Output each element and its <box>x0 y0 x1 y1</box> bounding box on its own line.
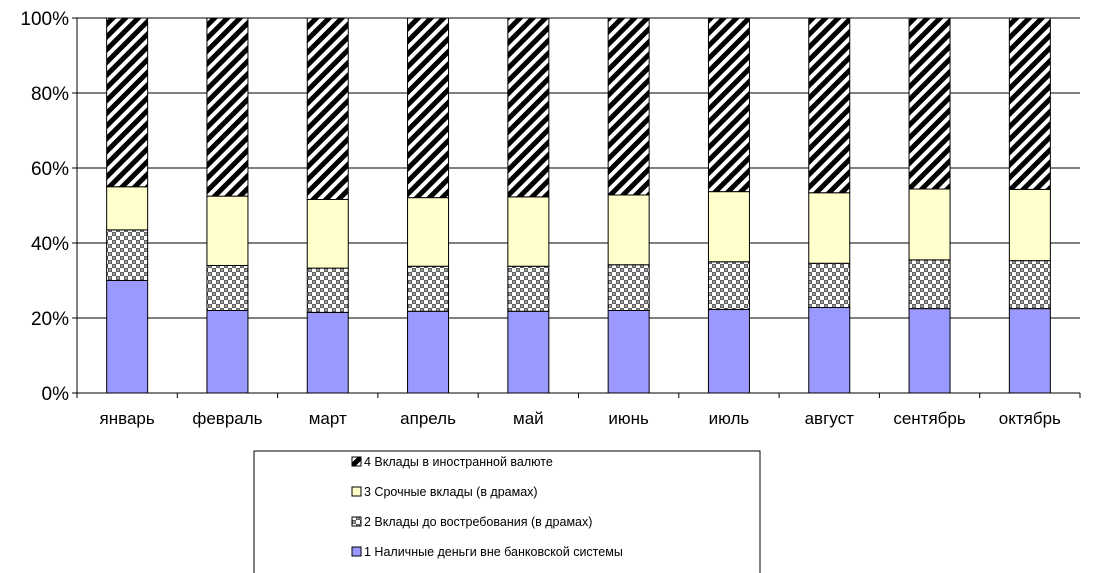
x-category-label: июнь <box>608 409 649 428</box>
bar-segment-series-3 <box>1008 188 1051 262</box>
bar-segment-series-4 <box>206 17 249 197</box>
legend-swatch <box>351 516 362 527</box>
bar-segment-series-3 <box>306 199 349 269</box>
bar-segment-series-2 <box>808 262 851 308</box>
bars <box>106 17 1051 394</box>
x-category-label: октябрь <box>999 409 1061 428</box>
bar-segment-series-3 <box>106 186 149 231</box>
y-tick-label: 80% <box>31 84 69 105</box>
bar-segment-series-2 <box>507 265 550 312</box>
bar-segment-series-1 <box>808 307 851 394</box>
bar-segment-series-1 <box>106 280 149 394</box>
legend-label: 2 Вклады до востребования (в драмах) <box>364 515 592 529</box>
bar-segment-series-4 <box>908 17 951 190</box>
x-category-label: май <box>513 409 544 428</box>
bar-segment-series-4 <box>707 17 750 193</box>
bar-segment-series-3 <box>607 194 650 266</box>
x-category-label: февраль <box>192 409 262 428</box>
y-tick-label: 100% <box>20 9 69 30</box>
y-tick-label: 0% <box>42 384 70 405</box>
bar-segment-series-3 <box>707 191 750 263</box>
bar-segment-series-4 <box>306 17 349 200</box>
x-category-label: сентябрь <box>893 409 966 428</box>
bar-segment-series-3 <box>507 196 550 267</box>
bar-segment-series-3 <box>407 197 450 267</box>
legend-label: 3 Срочные вклады (в драмах) <box>364 485 538 499</box>
bar-segment-series-1 <box>407 310 450 394</box>
bar-segment-series-4 <box>1008 17 1051 190</box>
bar-segment-series-1 <box>206 310 249 394</box>
bar-segment-series-2 <box>306 267 349 313</box>
legend-swatch <box>351 546 362 557</box>
legend-swatch <box>351 456 362 467</box>
bar-segment-series-1 <box>1008 308 1051 394</box>
x-category-label: август <box>805 409 854 428</box>
bar-segment-series-4 <box>106 17 149 188</box>
bar-segment-series-2 <box>206 265 249 311</box>
legend-swatch <box>351 486 362 497</box>
x-category-label: апрель <box>400 409 456 428</box>
bar-segment-series-2 <box>607 264 650 311</box>
bar-segment-series-3 <box>808 192 851 264</box>
bar-segment-series-4 <box>407 17 450 199</box>
x-category-label: март <box>309 409 347 428</box>
y-tick-label: 40% <box>31 234 69 255</box>
legend: 4 Вклады в иностранной валюте 3 Срочные в… <box>253 450 761 573</box>
x-category-labels: январь февраль март апрель май июнь июль август… <box>100 409 1062 428</box>
bar-segment-series-2 <box>908 259 951 310</box>
x-category-label: январь <box>100 409 155 428</box>
bar-segment-series-1 <box>306 311 349 394</box>
bar-segment-series-1 <box>908 308 951 394</box>
bar-segment-series-3 <box>206 195 249 266</box>
bar-segment-series-2 <box>707 261 750 310</box>
bar-segment-series-1 <box>607 310 650 394</box>
bar-segment-series-1 <box>507 310 550 394</box>
y-tick-label: 60% <box>31 159 69 180</box>
bar-segment-series-4 <box>507 17 550 198</box>
y-tick-labels: 0% 20% 40% 60% 80% 100% <box>20 9 69 405</box>
y-tick-label: 20% <box>31 309 69 330</box>
bar-segment-series-2 <box>1008 260 1051 310</box>
bar-segment-series-1 <box>707 308 750 394</box>
bar-segment-series-2 <box>106 229 149 281</box>
bar-segment-series-4 <box>607 17 650 196</box>
x-category-label: июль <box>709 409 750 428</box>
axes <box>76 18 1081 398</box>
bar-segment-series-4 <box>808 17 851 194</box>
bar-segment-series-3 <box>908 188 951 261</box>
legend-box <box>253 450 761 573</box>
legend-label: 1 Наличные деньги вне банковской системы <box>364 545 623 559</box>
legend-label: 4 Вклады в иностранной валюте <box>364 455 553 469</box>
bar-segment-series-2 <box>407 265 450 312</box>
